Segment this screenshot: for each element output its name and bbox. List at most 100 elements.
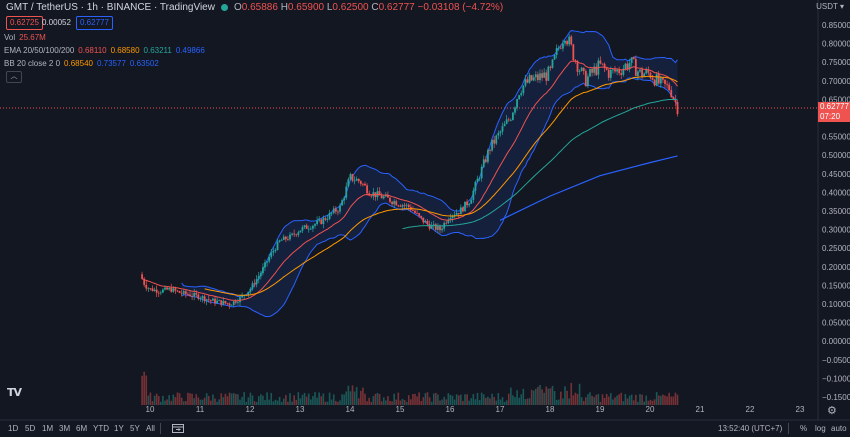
timeframe-all[interactable]: All — [146, 424, 155, 433]
volume-bar — [485, 397, 487, 405]
volume-bar — [335, 400, 337, 405]
candle — [249, 287, 252, 295]
volume-bar — [518, 397, 520, 405]
candle — [478, 176, 481, 182]
candle — [618, 66, 621, 76]
volume-bar — [337, 401, 339, 405]
volume-bar — [301, 394, 304, 405]
volume-bar — [243, 392, 245, 405]
candle — [491, 139, 493, 152]
candle — [637, 70, 639, 81]
volume-bar — [299, 398, 302, 405]
price-tick-label: 0.50000 — [822, 151, 850, 160]
candle — [262, 263, 264, 276]
volume-bar — [239, 399, 241, 405]
timeframe-1d[interactable]: 1D — [8, 424, 19, 433]
volume-bar — [676, 394, 679, 405]
candle — [649, 71, 652, 80]
buy-price-button[interactable]: 0.62777 — [76, 16, 113, 30]
timeframe-5y[interactable]: 5Y — [130, 424, 140, 433]
timeframe-ytd[interactable]: YTD — [93, 424, 109, 433]
ema-label: EMA 20/50/100/200 — [4, 46, 75, 55]
volume-bar — [149, 392, 152, 405]
volume-bar — [172, 394, 175, 405]
volume-bar — [249, 392, 252, 405]
volume-indicator[interactable]: Vol 25.67M — [4, 33, 50, 42]
gear-icon[interactable]: ⚙ — [827, 405, 837, 417]
volume-bar — [174, 397, 177, 405]
volume-bar — [147, 395, 150, 405]
volume-bar — [645, 395, 648, 405]
volume-bar — [287, 401, 289, 405]
volume-bar — [630, 394, 633, 405]
bollinger-band — [181, 30, 678, 318]
candle — [664, 79, 666, 88]
bb-indicator[interactable]: BB 20 close 2 0 0.68540 0.73577 0.63502 — [4, 59, 163, 68]
volume-bar — [380, 401, 383, 405]
candle — [447, 217, 450, 225]
candle — [628, 58, 631, 73]
time-tick-label: 11 — [196, 405, 205, 414]
symbol-title[interactable]: GMT / TetherUS · 1h · BINANCE · TradingV… — [6, 2, 215, 13]
sell-price-button[interactable]: 0.62725 — [6, 16, 43, 30]
candle — [187, 291, 189, 296]
volume-bar — [274, 399, 277, 405]
clock-timezone[interactable]: 13:52:40 (UTC+7) — [718, 424, 783, 433]
volume-bar — [410, 399, 412, 405]
candle — [351, 173, 354, 183]
volume-bar — [247, 397, 250, 405]
timeframe-5d[interactable]: 5D — [25, 424, 36, 433]
chevron-up-icon[interactable]: ︿ — [6, 71, 22, 83]
volume-bar — [555, 399, 558, 405]
volume-bar — [347, 385, 350, 405]
candle — [143, 276, 146, 288]
candle — [216, 296, 218, 305]
price-tick-label: 0.65000 — [822, 95, 850, 104]
toolbar-divider — [160, 423, 161, 434]
candle — [366, 183, 368, 196]
market-open-icon — [220, 3, 228, 11]
currency-selector[interactable]: USDT ▾ — [816, 2, 844, 11]
auto-toggle[interactable]: auto — [831, 424, 847, 433]
volume-bar — [166, 399, 168, 405]
volume-bar — [397, 392, 400, 405]
candle — [541, 69, 543, 82]
volume-bar — [585, 397, 587, 405]
timeframe-1y[interactable]: 1Y — [114, 424, 124, 433]
price-tick-label: 0.10000 — [822, 300, 850, 309]
ema-lines — [141, 60, 678, 302]
candle — [532, 74, 535, 82]
time-tick-label: 22 — [746, 405, 755, 414]
candle — [543, 68, 546, 78]
volume-bar — [551, 385, 554, 405]
candle — [293, 229, 296, 237]
volume-bar — [203, 397, 206, 405]
candle — [497, 130, 500, 140]
price-tick-label: 0.25000 — [822, 244, 850, 253]
percent-toggle[interactable]: % — [800, 424, 808, 433]
ema-indicator[interactable]: EMA 20/50/100/200 0.68110 0.68580 0.63211 0.… — [4, 46, 209, 55]
volume-bar — [314, 392, 316, 405]
timeframe-1m[interactable]: 1M — [42, 424, 54, 433]
timeframe-6m[interactable]: 6M — [76, 424, 88, 433]
candle — [353, 176, 356, 185]
volume-bar — [445, 399, 448, 405]
log-toggle[interactable]: log — [815, 424, 826, 433]
tradingview-logo[interactable]: TV — [7, 386, 22, 399]
candle — [470, 197, 473, 204]
price-tick-label: 0.45000 — [822, 170, 850, 179]
time-tick-label: 16 — [446, 405, 455, 414]
volume-bar — [545, 386, 548, 405]
time-tick-label: 13 — [296, 405, 305, 414]
volume-bar — [628, 395, 631, 405]
volume-bar — [441, 399, 443, 405]
volume-bar — [349, 391, 352, 405]
volume-bar — [312, 396, 314, 405]
candle — [424, 219, 427, 223]
calendar-range-icon[interactable] — [172, 423, 184, 433]
candle — [432, 220, 435, 230]
timeframe-3m[interactable]: 3M — [59, 424, 71, 433]
volume-bar — [578, 383, 581, 405]
volume-bar — [503, 401, 506, 405]
